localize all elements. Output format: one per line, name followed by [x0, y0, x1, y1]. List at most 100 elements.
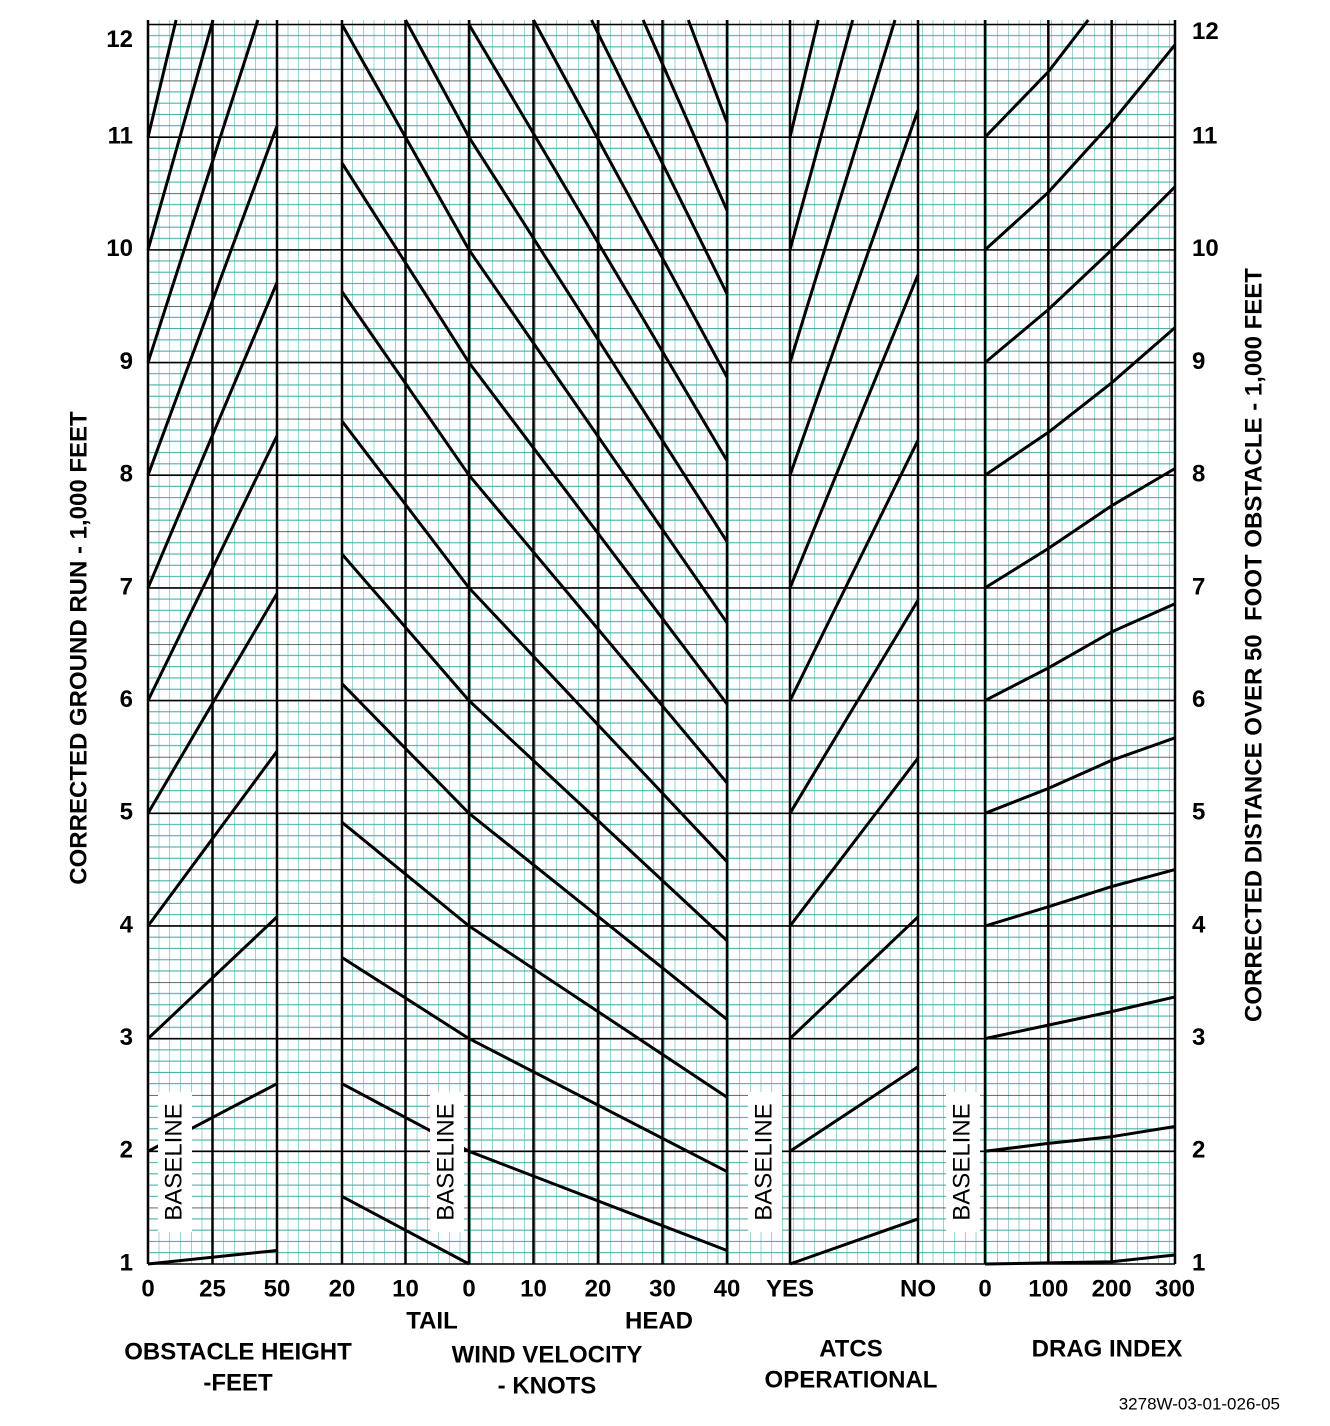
- y-tick-label: 11: [108, 123, 133, 150]
- y2-tick-label: 1: [1192, 1249, 1205, 1276]
- x-tick-label: YES: [766, 1275, 814, 1302]
- data-line: [468, 812, 728, 1021]
- x-tick-label: 100: [1028, 1275, 1068, 1302]
- data-line: [467, 361, 729, 705]
- data-line: [984, 185, 1177, 364]
- baseline-label: BASELINE: [160, 1103, 187, 1220]
- panel-title: OBSTACLE HEIGHT: [124, 1338, 352, 1365]
- data-line: [467, 23, 729, 462]
- data-line: [340, 162, 471, 364]
- baseline-label: BASELINE: [948, 1103, 975, 1220]
- data-line: [146, 19, 178, 138]
- y2-tick-label: 4: [1192, 911, 1206, 938]
- data-line: [404, 19, 471, 138]
- x-tick-label: 40: [714, 1275, 741, 1302]
- data-line: [983, 19, 1090, 139]
- y2-tick-label: 12: [1192, 18, 1219, 45]
- data-line: [641, 19, 729, 212]
- x-tick-label: 300: [1155, 1275, 1195, 1302]
- y-tick-label: 3: [120, 1024, 133, 1051]
- data-line: [532, 19, 729, 378]
- data-line: [467, 586, 729, 863]
- axis-note: HEAD: [625, 1307, 693, 1334]
- data-line: [983, 43, 1177, 252]
- data-line: [147, 1249, 278, 1266]
- y-tick-label: 7: [120, 573, 133, 600]
- y-tick-label: 12: [106, 26, 133, 53]
- panel-title: DRAG INDEX: [1032, 1335, 1183, 1362]
- data-line: [788, 19, 855, 251]
- panel-title: - KNOTS: [498, 1372, 597, 1399]
- data-line: [984, 868, 1176, 928]
- data-line: [984, 602, 1176, 702]
- data-line: [686, 19, 729, 124]
- panel-title: OPERATIONAL: [765, 1366, 938, 1393]
- axis-note: TAIL: [406, 1307, 458, 1334]
- data-line: [340, 23, 471, 251]
- data-line: [146, 915, 279, 1040]
- y2-tick-label: 11: [1192, 123, 1217, 150]
- x-tick-label: 25: [199, 1275, 226, 1302]
- y-tick-label: 2: [120, 1137, 133, 1164]
- y-tick-label: 6: [120, 686, 133, 713]
- baseline-label-box: [946, 1092, 980, 1232]
- x-tick-label: 50: [264, 1275, 291, 1302]
- data-line: [146, 125, 279, 476]
- x-tick-label: 30: [649, 1275, 676, 1302]
- y2-tick-label: 6: [1192, 686, 1205, 713]
- data-line: [788, 915, 920, 1040]
- baseline-label-box: [430, 1092, 464, 1232]
- baseline-label-box: [748, 1092, 782, 1232]
- x-tick-label: 10: [392, 1275, 419, 1302]
- data-line: [788, 439, 920, 702]
- data-line: [467, 699, 729, 942]
- data-line: [984, 1253, 1176, 1266]
- y2-tick-label: 10: [1192, 235, 1219, 262]
- data-line: [788, 274, 920, 589]
- footer-code: 3278W-03-01-026-05: [1119, 1394, 1280, 1413]
- panel-title: ATCS: [819, 1335, 883, 1362]
- data-line: [984, 995, 1176, 1041]
- data-line: [468, 1149, 728, 1252]
- x-tick-label: 10: [520, 1275, 547, 1302]
- data-line: [340, 682, 471, 815]
- data-line: [788, 599, 920, 815]
- data-line: [468, 924, 728, 1099]
- y-tick-label: 10: [106, 235, 133, 262]
- data-line: [788, 19, 897, 364]
- data-line: [340, 553, 471, 702]
- data-line: [146, 435, 279, 702]
- y2-tick-label: 8: [1192, 461, 1205, 488]
- data-line: [789, 1065, 919, 1153]
- x-tick-label: NO: [900, 1275, 936, 1302]
- data-line: [146, 19, 260, 364]
- data-line: [984, 736, 1176, 815]
- data-line: [146, 19, 215, 251]
- data-line: [341, 821, 470, 928]
- x-tick-label: 20: [329, 1275, 356, 1302]
- y-tick-label: 9: [120, 348, 133, 375]
- panel-title: WIND VELOCITY: [452, 1341, 643, 1368]
- y-tick-label: 1: [120, 1249, 133, 1276]
- panel-title: -FEET: [203, 1369, 273, 1396]
- baseline-label: BASELINE: [432, 1103, 459, 1220]
- data-line: [788, 757, 920, 927]
- data-line: [789, 1217, 919, 1266]
- data-line: [788, 109, 920, 476]
- data-line: [467, 249, 729, 624]
- data-line: [341, 956, 470, 1040]
- data-line: [467, 136, 729, 543]
- x-tick-label: 20: [585, 1275, 612, 1302]
- x-tick-label: 0: [978, 1275, 991, 1302]
- data-line: [467, 474, 729, 784]
- data-line: [146, 592, 279, 815]
- baseline-label-box: [158, 1092, 192, 1232]
- data-line: [341, 1195, 470, 1266]
- y2-tick-label: 2: [1192, 1137, 1205, 1164]
- y2-axis-label: CORRECTED DISTANCE OVER 50 FOOT OBSTACLE…: [1240, 268, 1267, 1022]
- data-line: [984, 1125, 1176, 1153]
- x-tick-label: 200: [1092, 1275, 1132, 1302]
- y2-tick-label: 3: [1192, 1024, 1205, 1051]
